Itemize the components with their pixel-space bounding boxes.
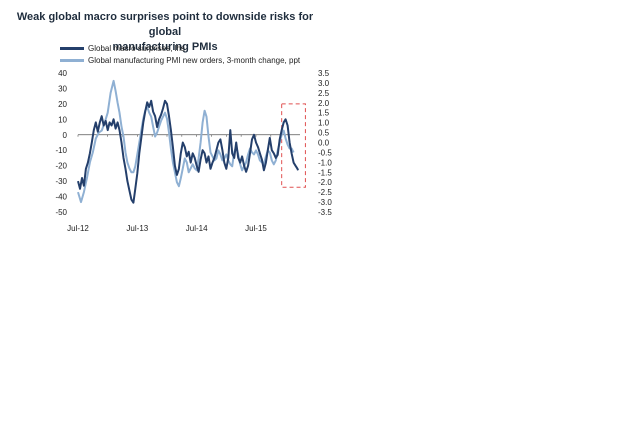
y-right-tick-label: 0.5 (318, 129, 330, 138)
y-left-tick-label: 20 (58, 100, 67, 109)
y-right-tick-label: 3.5 (318, 69, 330, 78)
chart-legend: Global macro surprises, lhs Global manuf… (60, 42, 300, 66)
legend-item-pmi-new-orders: Global manufacturing PMI new orders, 3-m… (60, 54, 300, 66)
y-left-tick-label: 0 (63, 131, 68, 140)
y-left-tick-label: 30 (58, 84, 67, 93)
legend-label-macro-surprises: Global macro surprises, lhs (88, 43, 185, 53)
legend-label-pmi-new-orders: Global manufacturing PMI new orders, 3-m… (88, 55, 301, 65)
y-left-tick-label: -10 (55, 146, 67, 155)
y-left-tick-label: -40 (55, 193, 67, 202)
y-left-tick-label: 40 (58, 69, 67, 78)
y-right-tick-label: -0.5 (318, 148, 332, 157)
legend-swatch-dark (60, 46, 84, 50)
legend-item-macro-surprises: Global macro surprises, lhs (60, 42, 300, 54)
x-tick-label: Jul-14 (186, 224, 208, 233)
y-right-tick-label: 3.0 (318, 79, 330, 88)
y-left-tick-label: -20 (55, 162, 67, 171)
x-tick-label: Jul-12 (67, 224, 89, 233)
series-line-macro-surprises (77, 99, 299, 204)
y-right-tick-label: 0.0 (318, 139, 330, 148)
chart-title-line-1: Weak global macro surprises point to dow… (16, 11, 314, 38)
y-right-tick-label: 2.0 (318, 99, 330, 108)
highlight-box (281, 103, 306, 188)
legend-swatch-light (60, 58, 84, 62)
y-right-tick-label: 1.5 (318, 109, 330, 118)
y-right-tick-label: -2.0 (318, 178, 332, 187)
y-right-tick-label: 1.0 (318, 119, 330, 128)
y-right-tick-label: -1.5 (318, 168, 332, 177)
y-right-tick-label: -3.0 (318, 198, 332, 207)
x-tick-label: Jul-15 (245, 224, 267, 233)
y-left-tick-label: -30 (55, 177, 67, 186)
chart-title: Weak global macro surprises point to dow… (0, 10, 330, 55)
y-right-tick-label: 2.5 (318, 89, 330, 98)
y-right-tick-label: -1.0 (318, 158, 332, 167)
x-tick-label: Jul-13 (126, 224, 148, 233)
y-left-tick-label: 10 (58, 115, 67, 124)
chart-title-line-2: manufacturing PMIs (112, 41, 218, 53)
series-line-pmi-new-orders (77, 79, 295, 204)
y-left-tick-label: -50 (55, 208, 67, 217)
y-right-tick-label: -2.5 (318, 188, 332, 197)
y-right-tick-label: -3.5 (318, 208, 332, 217)
